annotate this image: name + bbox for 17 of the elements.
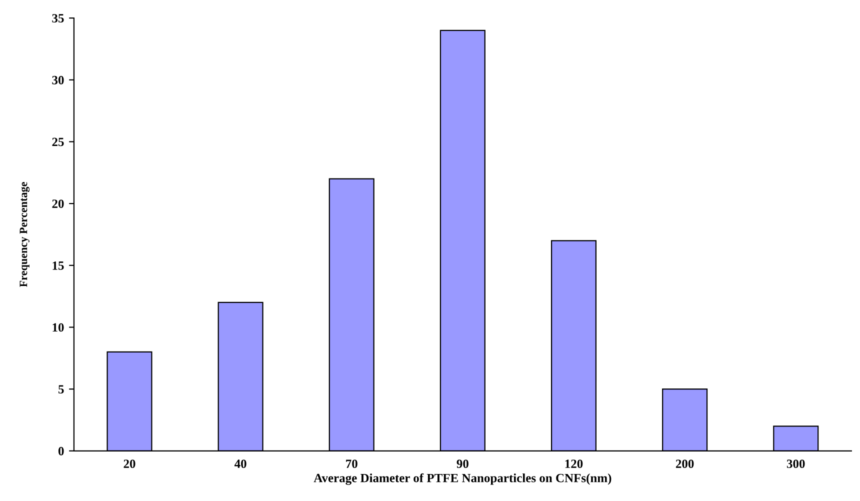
- y-tick-label: 15: [52, 261, 64, 270]
- x-tick-label: 200: [676, 460, 694, 468]
- y-tick-label: 0: [58, 446, 64, 456]
- x-tick-label: 90: [456, 460, 468, 468]
- x-tick-label: 70: [346, 460, 358, 468]
- y-tick-label: 5: [58, 385, 64, 394]
- y-tick-label: 20: [52, 200, 64, 208]
- y-tick-label: 25: [52, 138, 64, 146]
- y-tick-label: 30: [52, 76, 64, 84]
- y-tick-label: 35: [52, 14, 64, 22]
- y-axis-title: Frequency Percentage: [20, 182, 30, 287]
- x-tick-label: 20: [124, 460, 136, 468]
- x-tick-label: 300: [786, 460, 805, 468]
- y-tick-label: 10: [52, 323, 64, 332]
- x-tick-label: 40: [234, 460, 246, 468]
- x-tick-label: 120: [565, 460, 583, 468]
- x-axis-title: Average Diameter of PTFE Nanoparticles on CNFs(nm): [314, 473, 612, 485]
